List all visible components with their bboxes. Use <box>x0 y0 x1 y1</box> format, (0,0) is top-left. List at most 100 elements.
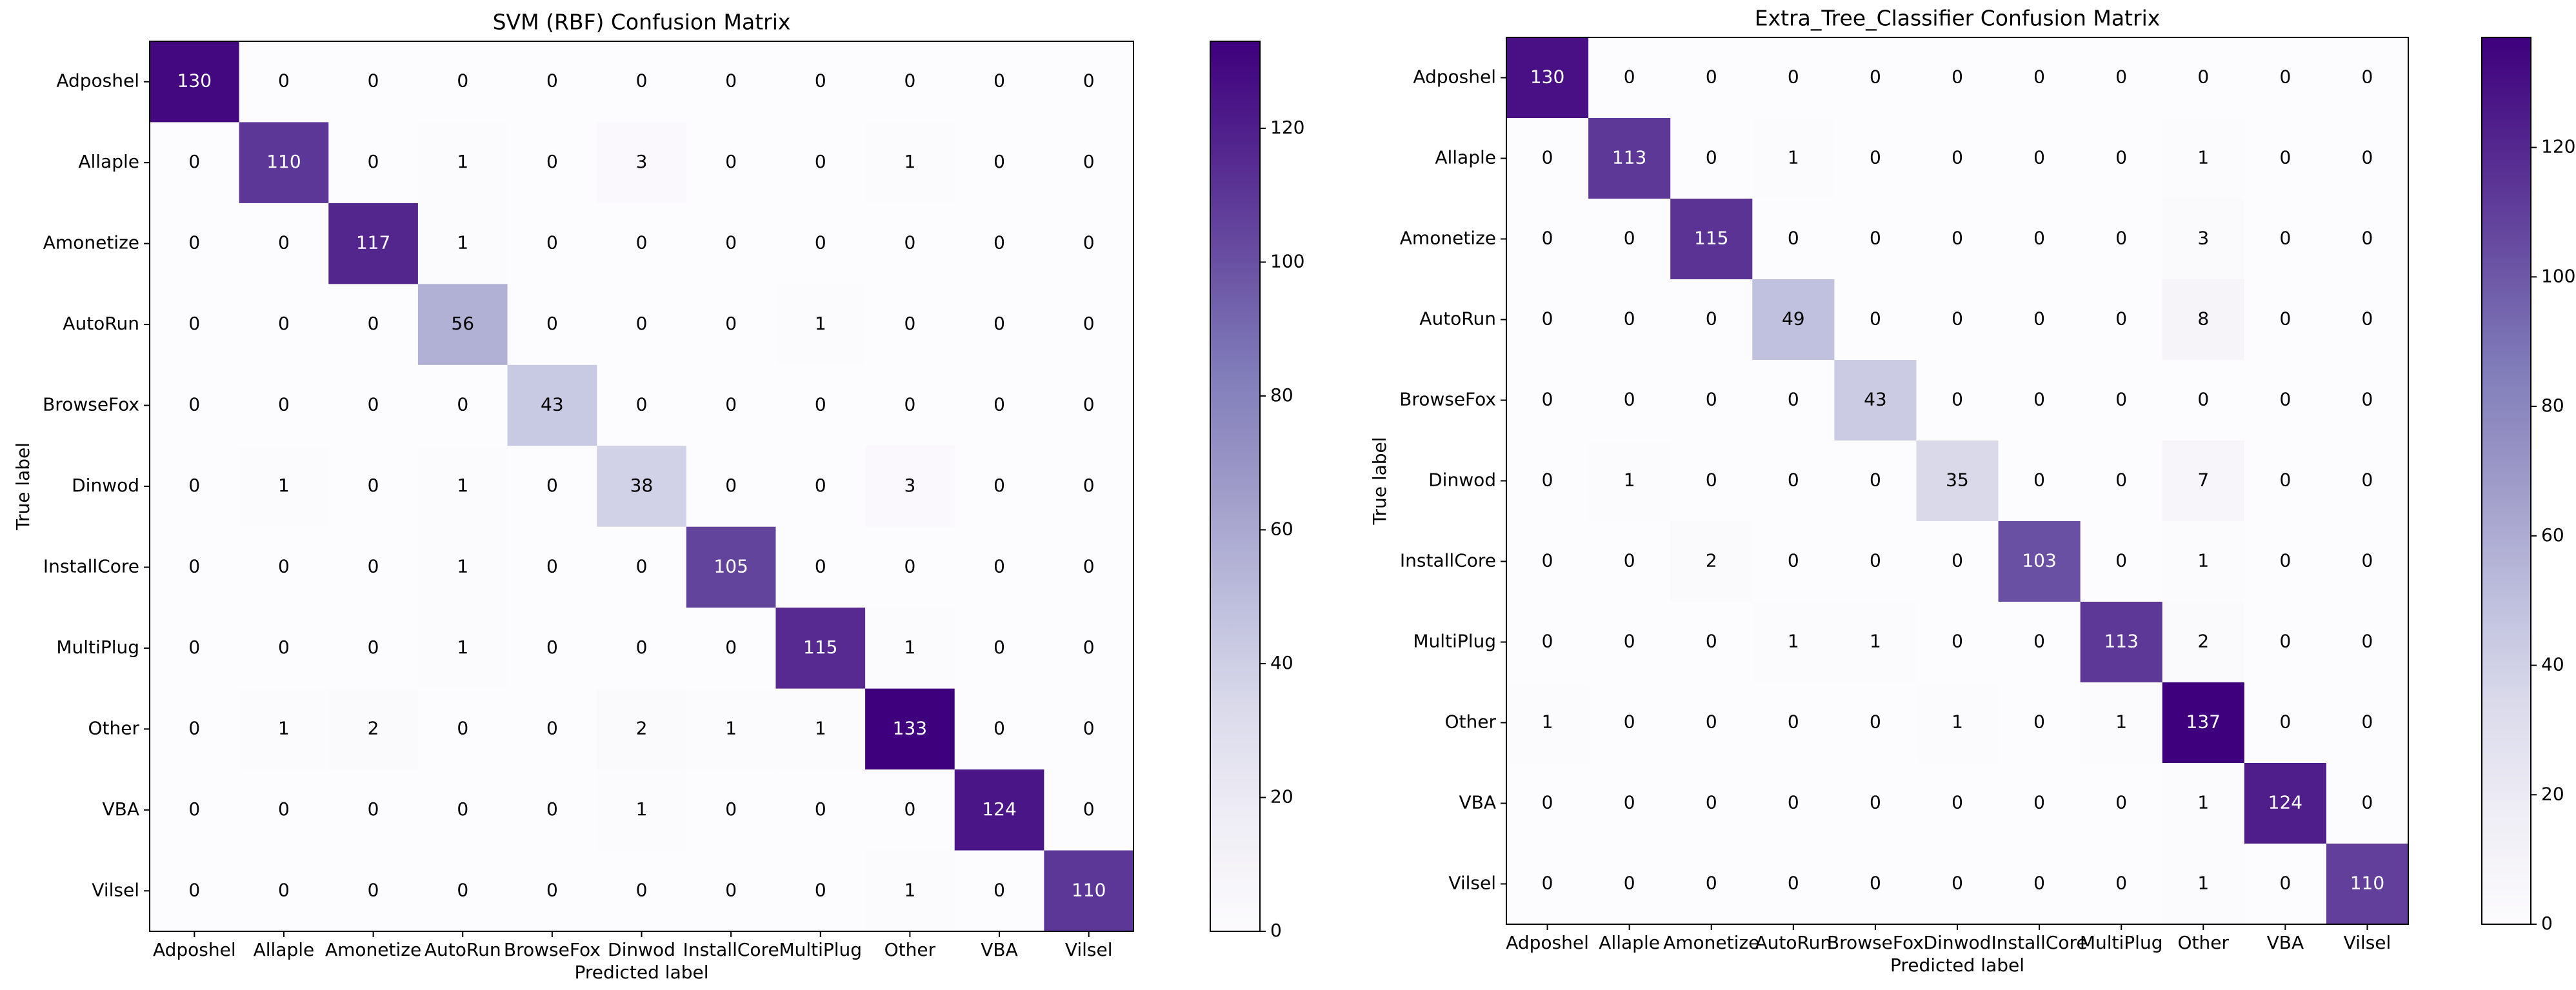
heatmap-cell <box>1998 37 2081 119</box>
colorbar-tick-label: 40 <box>1270 652 1293 673</box>
cell-label: 0 <box>368 879 379 900</box>
heatmap-cell <box>954 446 1044 528</box>
heatmap-cell <box>2080 360 2163 441</box>
heatmap-cell <box>1752 279 1835 361</box>
cell-label: 0 <box>725 313 737 334</box>
heatmap-cell <box>417 526 508 608</box>
heatmap-cell <box>954 122 1044 204</box>
cell-label: 0 <box>546 717 558 738</box>
cell-label: 1 <box>2197 792 2209 813</box>
heatmap-cell <box>1588 441 1671 522</box>
y-tick-label: Adposhel <box>1413 66 1496 88</box>
heatmap-cell <box>2080 602 2163 683</box>
heatmap-cell <box>1998 682 2081 764</box>
heatmap-cell <box>686 850 776 932</box>
cell-label: 0 <box>904 798 915 820</box>
heatmap-cell <box>239 122 329 204</box>
heatmap-cell <box>417 122 508 204</box>
x-tick-label: BrowseFox <box>504 939 601 960</box>
cell-label: 130 <box>1530 66 1564 88</box>
cell-label: 0 <box>546 798 558 820</box>
cell-label: 0 <box>2362 228 2373 249</box>
y-tick-label: Other <box>1444 711 1496 733</box>
cell-label: 0 <box>1083 151 1095 172</box>
cell-label: 0 <box>546 637 558 658</box>
cell-label: 49 <box>1782 308 1805 330</box>
cell-label: 0 <box>725 879 737 900</box>
cell-label: 0 <box>1952 792 1963 813</box>
heatmap-cell <box>2080 118 2163 199</box>
cell-label: 0 <box>188 555 200 577</box>
cell-label: 133 <box>893 717 927 738</box>
cell-label: 0 <box>278 394 290 415</box>
heatmap-cell <box>507 446 597 528</box>
cell-label: 0 <box>1706 308 1717 330</box>
heatmap-cell <box>954 203 1044 284</box>
cell-label: 0 <box>2279 228 2291 249</box>
heatmap-cell <box>1998 844 2081 925</box>
heatmap-cell <box>2080 682 2163 764</box>
heatmap-cell <box>2080 521 2163 602</box>
cell-label: 0 <box>1952 873 1963 894</box>
heatmap-cell <box>150 284 240 366</box>
y-tick-label: Allaple <box>1435 147 1496 168</box>
cell-label: 0 <box>457 394 468 415</box>
cell-label: 110 <box>1072 879 1106 900</box>
cell-label: 0 <box>725 70 737 92</box>
heatmap-cell <box>2326 441 2409 522</box>
y-tick-label: InstallCore <box>43 555 139 577</box>
heatmap-cell <box>2162 441 2245 522</box>
cell-label: 0 <box>2115 389 2127 410</box>
cell-label: 0 <box>1542 389 1553 410</box>
cell-label: 0 <box>278 232 290 253</box>
heatmap-cell <box>1044 41 1134 123</box>
cell-label: 0 <box>993 637 1005 658</box>
cell-label: 0 <box>1952 389 1963 410</box>
heatmap-cell <box>865 203 955 284</box>
chart-title: Extra_Tree_Classifier Confusion Matrix <box>1755 6 2161 31</box>
cell-label: 0 <box>725 232 737 253</box>
cell-label: 0 <box>2115 792 2127 813</box>
heatmap-cell <box>2162 279 2245 361</box>
x-tick-label: Other <box>884 939 936 960</box>
cell-label: 0 <box>993 717 1005 738</box>
heatmap-cell <box>507 608 597 689</box>
y-tick-label: Vilsel <box>1448 873 1496 894</box>
cell-label: 1 <box>1952 711 1963 733</box>
heatmap-cell <box>775 688 866 770</box>
heatmap-cell <box>865 608 955 689</box>
cell-label: 115 <box>1694 228 1728 249</box>
cell-label: 0 <box>368 151 379 172</box>
y-tick-label: Amonetize <box>43 232 139 253</box>
heatmap-cell <box>2326 602 2409 683</box>
cell-label: 0 <box>188 313 200 334</box>
cell-label: 0 <box>2279 711 2291 733</box>
heatmap-cell <box>239 41 329 123</box>
cell-label: 1 <box>457 151 468 172</box>
cell-label: 0 <box>2033 308 2045 330</box>
cell-label: 0 <box>1952 66 1963 88</box>
cell-label: 0 <box>546 232 558 253</box>
heatmap-cell <box>2162 682 2245 764</box>
heatmap-cell <box>1670 844 1753 925</box>
cell-label: 105 <box>714 555 748 577</box>
heatmap-cell <box>1752 360 1835 441</box>
heatmap-cell <box>1916 360 1999 441</box>
cell-label: 0 <box>1624 389 1635 410</box>
cell-label: 0 <box>457 798 468 820</box>
cell-label: 0 <box>546 555 558 577</box>
heatmap-cell <box>865 526 955 608</box>
heatmap-cell <box>2326 37 2409 119</box>
cell-label: 1 <box>815 717 826 738</box>
heatmap-cell <box>1752 37 1835 119</box>
cell-label: 0 <box>993 879 1005 900</box>
heatmap-cell <box>954 41 1044 123</box>
cell-label: 0 <box>1870 711 1881 733</box>
cell-label: 0 <box>2362 66 2373 88</box>
heatmap-cell <box>865 769 955 851</box>
y-tick-label: Dinwod <box>72 475 139 496</box>
heatmap-cell <box>2080 844 2163 925</box>
heatmap-cell <box>2080 37 2163 119</box>
y-tick-label: Other <box>88 717 139 738</box>
cell-label: 0 <box>457 879 468 900</box>
